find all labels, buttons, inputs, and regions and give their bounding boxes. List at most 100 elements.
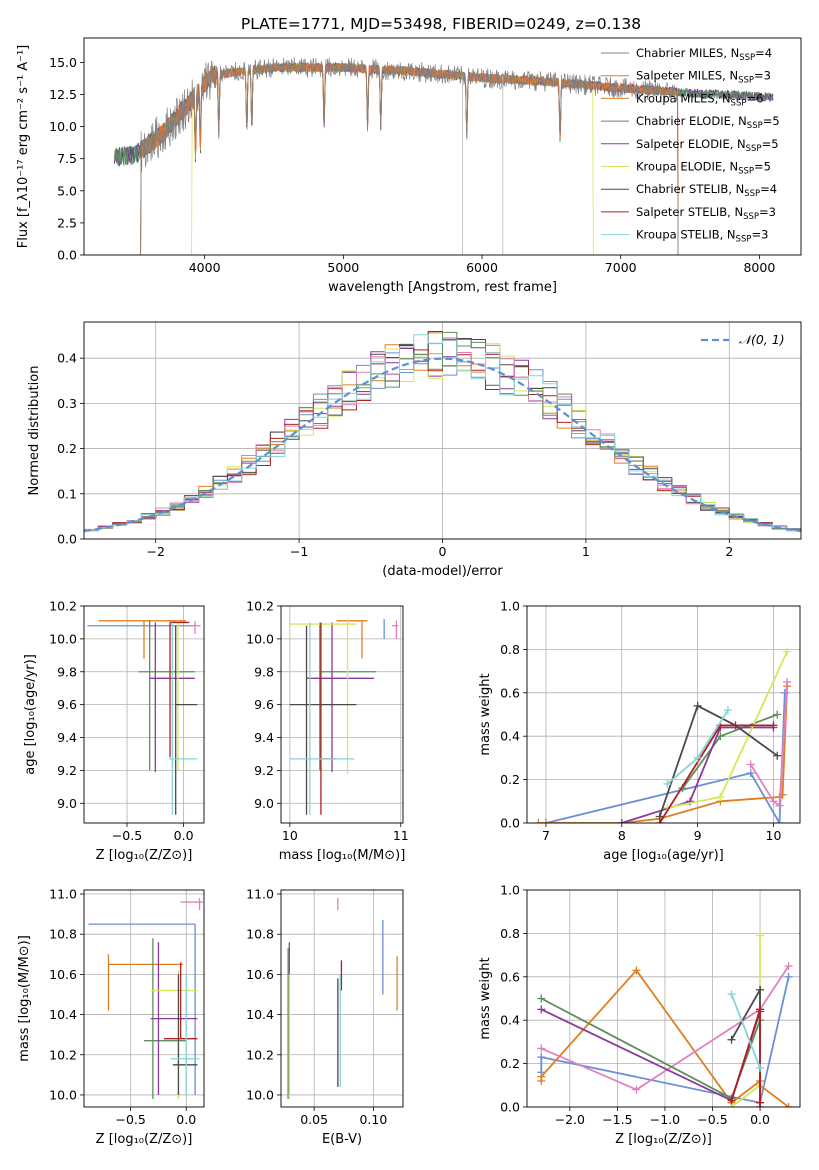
x-tick-label: 10 (282, 828, 298, 843)
y-tick-label: 0.0 (500, 1100, 520, 1115)
x-axis-label: age [log₁₀(age/yr)] (603, 848, 724, 863)
legend-label: Kroupa STELIB, NSSP=3 (636, 228, 768, 245)
y-tick-label: 10.6 (49, 967, 77, 982)
x-tick-label: −2.0 (555, 1112, 585, 1127)
axes-frame (280, 605, 404, 824)
legend-label-sub: SSP (731, 98, 747, 108)
x-tick-label: −0.5 (697, 1112, 727, 1127)
spectrum-curves (114, 57, 774, 255)
y-tick-label: 10.2 (246, 1047, 274, 1062)
y-tick-label: 0.1 (57, 486, 77, 501)
y-tick-label: 2.5 (57, 215, 77, 230)
age_vs_Z-panel: −0.5 0.0 9.0 9.2 9.4 9.6 9.8 10.0 10.2 Z [log₁₀(Z… (23, 599, 205, 863)
x-tick-label: 7 (542, 828, 550, 843)
legend-label-sub: SSP (743, 212, 759, 222)
y-axis-label: Flux [f_λ10⁻¹⁷ erg cm⁻² s⁻¹ A⁻¹] (16, 45, 31, 249)
y-tick-label: 9.6 (57, 697, 77, 712)
residuals-panel: −2 −1 0 1 2 0.0 0.1 0.2 0.3 0.4 (data-model)/error… (27, 321, 802, 579)
y-tick-label: 10.4 (49, 1007, 77, 1022)
y-tick-label: 9.6 (254, 697, 274, 712)
legend-label: Kroupa MILES, NSSP=6 (636, 91, 763, 108)
legend-label-main: Salpeter MILES, N (636, 69, 738, 83)
x-axis-label: mass [log₁₀(M/M⊙)] (279, 848, 406, 863)
y-tick-label: 9.2 (57, 763, 77, 778)
x-axis-label: Z [log₁₀(Z/Z⊙)] (615, 1132, 712, 1147)
axes-frame (83, 37, 802, 256)
y-tick-label: 9.0 (254, 796, 274, 811)
y-tick-label: 0.2 (500, 772, 520, 787)
errorbars (87, 619, 201, 815)
figure-title: PLATE=1771, MJD=53498, FIBERID=0249, z=0… (241, 15, 641, 33)
y-tick-label: 0.8 (500, 642, 520, 657)
y-tick-label: 0.6 (500, 969, 520, 984)
y-axis-label: mass weight (478, 673, 493, 755)
legend-label: Salpeter STELIB, NSSP=3 (636, 205, 776, 222)
y-tick-label: 9.8 (57, 664, 77, 679)
legend-label-n: =3 (754, 69, 771, 83)
x-tick-label: −1.5 (602, 1112, 632, 1127)
x-tick-label: 0.0 (750, 1112, 770, 1127)
x-axis-label: Z [log₁₀(Z/Z⊙)] (96, 848, 193, 863)
y-tick-label: 0.3 (57, 396, 77, 411)
y-tick-label: 10.0 (49, 1087, 77, 1102)
y-tick-label: 0.8 (500, 926, 520, 941)
spectrum-panel: 4000 5000 6000 7000 8000 0.0 2.5 5.0 7.5 10.0 12.5… (16, 37, 802, 295)
y-tick-label: 11.0 (246, 887, 274, 902)
y-tick-label: 10.0 (49, 631, 77, 646)
legend-label-sub: SSP (739, 53, 755, 63)
age_vs_mass-panel: 10 11 9.0 9.2 9.4 9.6 9.8 10.0 10.2 mass [log₁₀(M… (246, 599, 409, 864)
axes-frame (83, 889, 205, 1108)
x-tick-label: 0.05 (300, 1112, 328, 1127)
y-tick-label: 0.6 (500, 685, 520, 700)
y-axis-label: mass weight (478, 957, 493, 1039)
x-tick-label: 11 (393, 828, 409, 843)
legend-label: 𝒩(0, 1) (739, 332, 785, 347)
legend-label-sub: SSP (747, 121, 763, 131)
y-tick-label: 0.0 (57, 248, 77, 263)
x-tick-label: 0.0 (176, 1112, 196, 1127)
weight-series (730, 993, 761, 1069)
legend-label: Chabrier MILES, NSSP=4 (636, 46, 772, 63)
x-tick-label: 8000 (743, 260, 775, 275)
y-tick-label: 10.8 (49, 927, 77, 942)
legend-label-n: =3 (759, 205, 776, 219)
plots-layer: 4000 5000 6000 7000 80000.02.55.07.510.012.5… (16, 37, 802, 1147)
legend-label: Kroupa ELODIE, NSSP=5 (636, 160, 771, 177)
y-axis-label: Normed distribution (27, 366, 42, 496)
errorbars (289, 619, 399, 815)
y-tick-label: 10.4 (246, 1007, 274, 1022)
gaussian-curve (84, 357, 801, 533)
errorbars (287, 898, 398, 1099)
legend-label-sub: SSP (738, 76, 754, 86)
y-tick-label: 9.2 (254, 763, 274, 778)
x-tick-label: 0.10 (359, 1112, 387, 1127)
legend-label-main: Kroupa STELIB, N (636, 228, 736, 242)
y-tick-label: 10.0 (49, 119, 77, 134)
y-tick-label: 10.6 (246, 967, 274, 982)
axes-frame (526, 889, 801, 1108)
y-tick-label: 10.2 (49, 599, 77, 614)
weight-series (658, 704, 778, 817)
spectrum-line-CM (114, 57, 773, 255)
legend-label-main: Kroupa ELODIE, N (636, 160, 738, 174)
legend-label: Salpeter MILES, NSSP=3 (636, 69, 771, 86)
x-tick-label: 4000 (189, 260, 221, 275)
x-tick-label: 9 (694, 828, 702, 843)
y-axis-label: mass [log₁₀(M/M⊙)] (17, 935, 32, 1062)
legend-label-n: =4 (755, 46, 772, 60)
y-tick-label: 9.0 (57, 796, 77, 811)
x-tick-label: 6000 (466, 260, 498, 275)
x-tick-label: 2 (725, 544, 733, 559)
legend-label-main: Chabrier MILES, N (636, 46, 739, 60)
legend-label-sub: SSP (738, 167, 754, 177)
weight-series (540, 965, 790, 1091)
legend-label: Chabrier ELODIE, NSSP=5 (636, 114, 780, 131)
y-tick-label: 0.2 (500, 1056, 520, 1071)
x-tick-label: 7000 (605, 260, 637, 275)
legend-label-sub: SSP (736, 235, 752, 245)
mass_weight_vs_age-panel: 7 8 9 10 0.0 0.2 0.4 0.6 0.8 1.0 age [log₁₀(age/yr… (478, 599, 801, 863)
x-axis-label: Z [log₁₀(Z/Z⊙)] (96, 1132, 193, 1147)
x-tick-label: 5000 (327, 260, 359, 275)
legend-label-n: =6 (746, 91, 763, 105)
